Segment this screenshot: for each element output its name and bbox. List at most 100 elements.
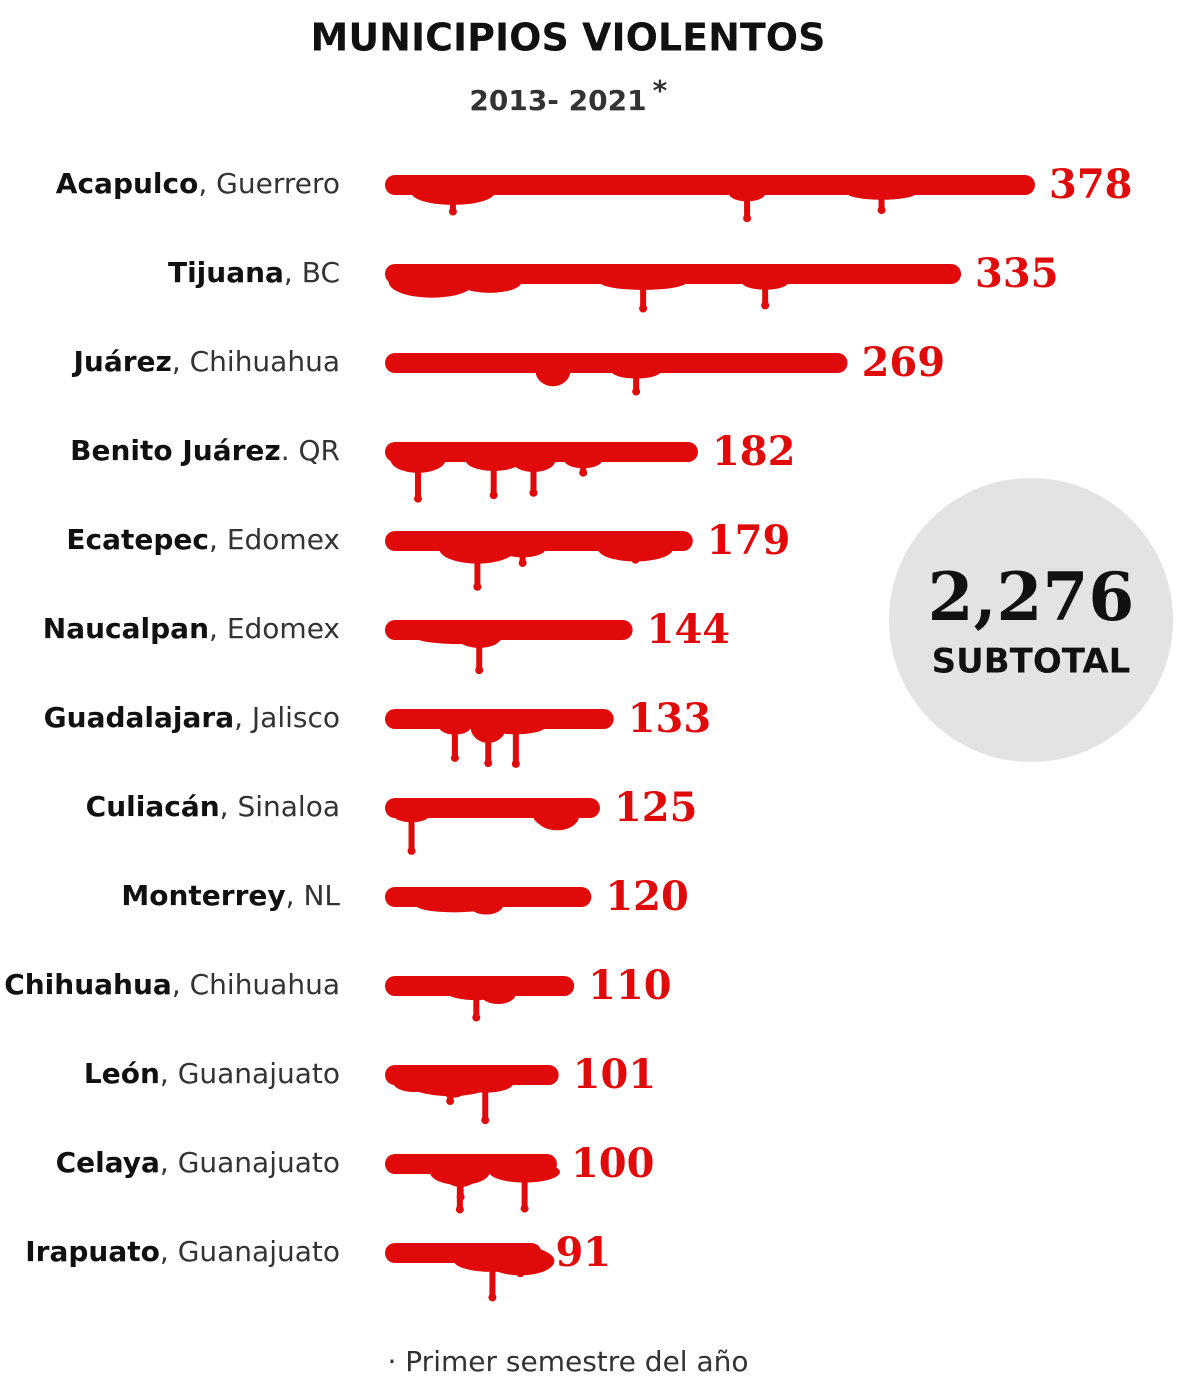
category-label: Guadalajara, Jalisco [44, 701, 340, 734]
drip [456, 1164, 463, 1212]
drip-drop [448, 207, 457, 216]
drip-blob [535, 355, 571, 387]
drip [474, 541, 481, 589]
subtitle-note: * [653, 74, 668, 107]
drip-drop [639, 304, 648, 313]
drip-drop [472, 1013, 481, 1022]
chart-title: MUNICIPIOS VIOLENTOS [311, 16, 826, 60]
drip [451, 719, 458, 760]
bar-group [385, 976, 575, 1022]
drip [521, 1164, 528, 1211]
drip-drop [475, 666, 484, 675]
drip-drop [520, 1204, 529, 1213]
drip [878, 185, 885, 213]
category-label: Celaya, Guanajuato [56, 1146, 340, 1179]
drip-drop [481, 1116, 490, 1125]
drip-blob [435, 1068, 471, 1098]
chart-subtitle: 2013- 2021 [469, 84, 646, 117]
drip-drop [743, 214, 752, 223]
drip [512, 719, 519, 766]
bar-group [385, 1243, 555, 1302]
drip-drop [407, 846, 416, 855]
value-label: 100 [571, 1140, 655, 1187]
drip-blob [415, 897, 493, 913]
bar [385, 353, 848, 373]
bar-group [385, 175, 1035, 223]
value-label: 378 [1049, 161, 1133, 208]
category-label: Naucalpan, Edomex [43, 612, 340, 645]
subtotal-value: 2,276 [928, 558, 1135, 636]
bar-group [385, 264, 962, 313]
category-label: Chihuahua, Chihuahua [4, 968, 340, 1001]
subtotal-circle [889, 478, 1173, 762]
drip-drop [488, 1293, 497, 1302]
value-label: 101 [573, 1051, 657, 1098]
value-label: 120 [605, 873, 689, 920]
drip-drop [473, 582, 482, 591]
drip-drop [877, 206, 886, 215]
drip-drop [518, 558, 527, 567]
drip-drop [579, 468, 588, 477]
drip [408, 808, 415, 853]
value-label: 133 [628, 695, 712, 742]
bar-group [385, 620, 633, 675]
bar [385, 264, 962, 284]
category-label: Monterrey, NL [121, 879, 340, 912]
drip [762, 274, 769, 308]
drip-drop [450, 753, 459, 762]
value-label: 91 [555, 1229, 611, 1276]
drip-blob [416, 631, 505, 645]
category-label: Ecatepec, Edomex [66, 523, 340, 556]
category-label: Irapuato, Guanajuato [25, 1235, 340, 1268]
drip [485, 719, 492, 766]
bar-group [385, 1065, 559, 1125]
drip-drop [484, 759, 493, 768]
drip [449, 185, 456, 214]
drip [744, 185, 751, 221]
drip-blob [388, 266, 476, 298]
bar-group [385, 442, 698, 503]
bar-group [385, 798, 600, 855]
drip [489, 1253, 496, 1300]
bar-group [385, 887, 592, 915]
drip [530, 452, 537, 495]
category-label: Tijuana, BC [168, 256, 340, 289]
drip-blob [533, 805, 572, 827]
value-label: 182 [712, 428, 796, 475]
drip-drop [414, 494, 423, 503]
category-label: Benito Juárez. QR [70, 434, 340, 467]
category-label: Culiacán, Sinaloa [86, 790, 340, 823]
value-label: 144 [647, 606, 731, 653]
bar-group [385, 353, 848, 396]
bar-group [385, 709, 614, 768]
category-label: Juárez, Chihuahua [71, 345, 340, 378]
drip-drop [761, 301, 770, 310]
bar-group [385, 531, 693, 591]
bar [385, 976, 575, 996]
value-label: 125 [614, 784, 698, 831]
bar-group [385, 1154, 560, 1214]
drip-drop [529, 488, 538, 497]
drip-drop [632, 387, 641, 396]
drip [519, 541, 526, 565]
subtotal-label: SUBTOTAL [932, 642, 1131, 682]
drip [490, 452, 497, 498]
drip-blob [457, 271, 522, 293]
drip-blob [393, 1073, 435, 1093]
drip-drop [489, 491, 498, 500]
drip-drop [511, 759, 520, 768]
value-label: 179 [707, 517, 791, 564]
footnote: · Primer semestre del año [387, 1345, 748, 1378]
category-label: León, Guanajuato [84, 1057, 340, 1090]
drip [473, 986, 480, 1020]
value-label: 110 [588, 962, 672, 1009]
drip-drop [631, 555, 640, 564]
drip-drop [455, 1205, 464, 1214]
drip [415, 452, 422, 501]
drip-drop [446, 1097, 455, 1106]
value-label: 269 [862, 339, 946, 386]
drip [482, 1075, 489, 1123]
value-label: 335 [975, 250, 1059, 297]
drip [633, 363, 640, 394]
